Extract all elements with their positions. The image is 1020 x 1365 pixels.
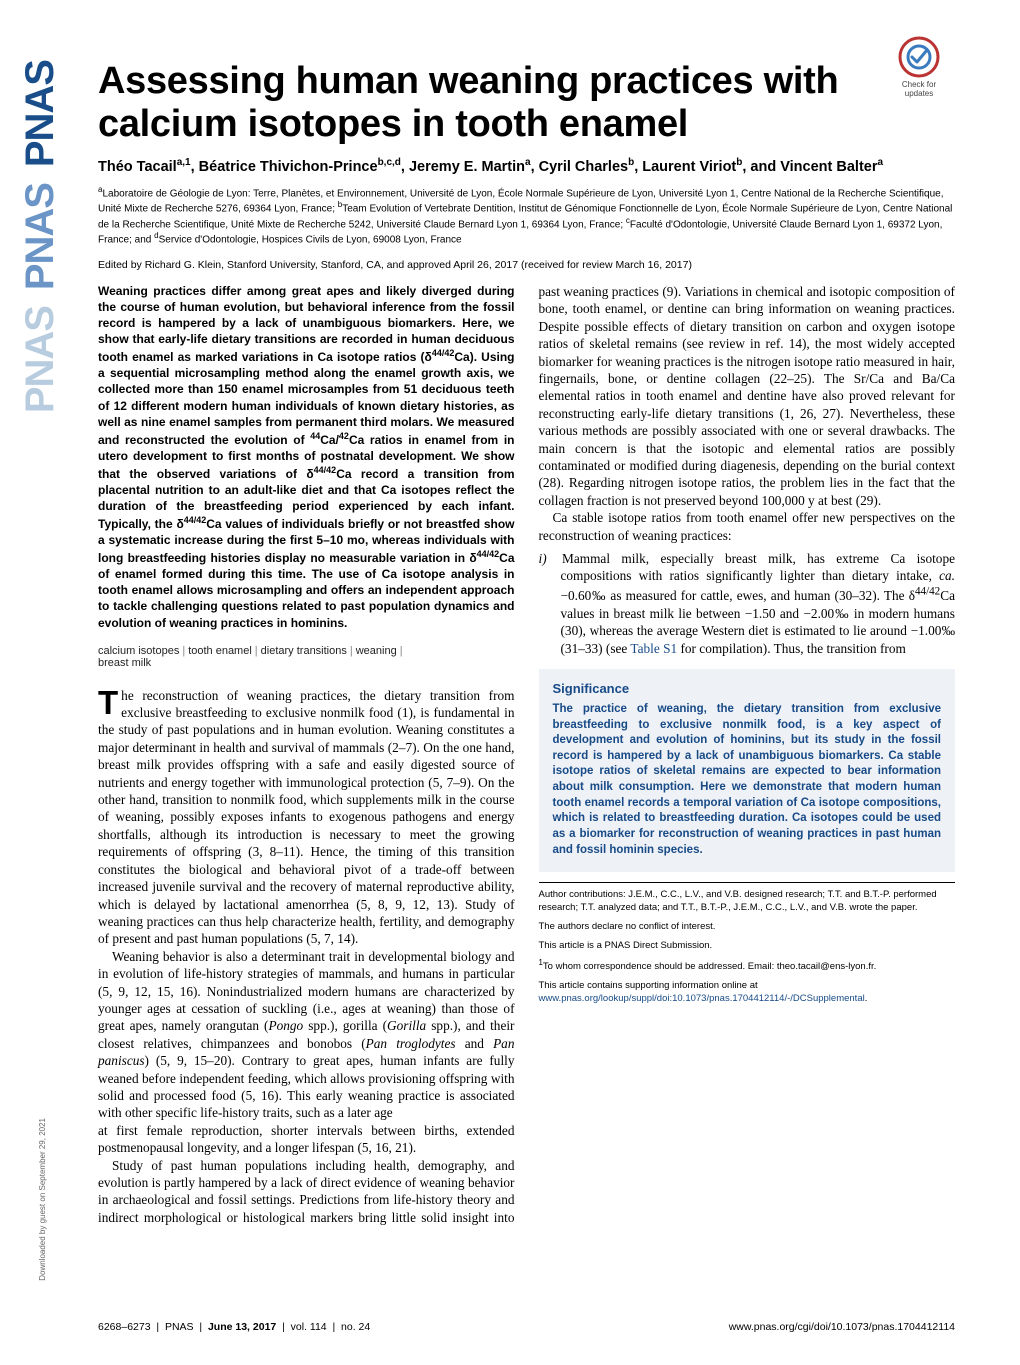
footnotes: Author contributions: J.E.M., C.C., L.V.… xyxy=(539,882,956,1006)
body-paragraph: Weaning behavior is also a determinant t… xyxy=(98,948,515,1122)
crossmark-badge[interactable]: Check for updates xyxy=(883,36,955,92)
direct-submission: This article is a PNAS Direct Submission… xyxy=(539,940,956,953)
author-list: Théo Tacaila,1, Béatrice Thivichon-Princ… xyxy=(98,157,955,175)
body-paragraph: Ca stable isotope ratios from tooth enam… xyxy=(539,509,956,544)
crossmark-icon xyxy=(898,36,940,78)
pnas-logo-strip: PNAS PNAS PNAS xyxy=(10,60,70,1260)
edited-by: Edited by Richard G. Klein, Stanford Uni… xyxy=(98,259,955,271)
correspondence: 1To whom correspondence should be addres… xyxy=(539,958,956,974)
list-text: Mammal milk, especially breast milk, has… xyxy=(561,551,956,655)
abstract: Weaning practices differ among great ape… xyxy=(98,283,515,631)
download-stamp: Downloaded by guest on September 29, 202… xyxy=(38,1118,47,1281)
conflict-of-interest: The authors declare no conflict of inter… xyxy=(539,921,956,934)
article-title: Assessing human weaning practices with c… xyxy=(98,60,955,145)
author-contributions: Author contributions: J.E.M., C.C., L.V.… xyxy=(539,889,956,915)
body-text: he reconstruction of weaning practices, … xyxy=(98,688,515,947)
footer-right: www.pnas.org/cgi/doi/10.1073/pnas.170441… xyxy=(729,1321,955,1333)
footer-left: 6268–6273 | PNAS | June 13, 2017 | vol. … xyxy=(98,1321,370,1333)
page-footer: 6268–6273 | PNAS | June 13, 2017 | vol. … xyxy=(98,1321,955,1333)
keyword: calcium isotopes xyxy=(98,645,179,657)
keyword: breast milk xyxy=(98,657,151,669)
list-item: i) Mammal milk, especially breast milk, … xyxy=(539,550,956,657)
body-paragraph: at first female reproduction, shorter in… xyxy=(98,1122,515,1157)
keyword: tooth enamel xyxy=(188,645,252,657)
significance-text: The practice of weaning, the dietary tra… xyxy=(553,702,942,858)
significance-box: Significance The practice of weaning, th… xyxy=(539,669,956,872)
body-paragraph: The reconstruction of weaning practices,… xyxy=(98,687,515,948)
drop-cap: T xyxy=(98,687,121,717)
list-marker: i) xyxy=(539,551,551,566)
keyword: dietary transitions xyxy=(261,645,347,657)
crossmark-label: Check for xyxy=(902,80,936,89)
pnas-logo: PNAS xyxy=(18,183,63,290)
keywords: calcium isotopes|tooth enamel|dietary tr… xyxy=(98,645,515,669)
affiliations: aLaboratoire de Géologie de Lyon: Terre,… xyxy=(98,185,955,247)
crossmark-label: updates xyxy=(905,89,933,98)
pnas-logo: PNAS xyxy=(18,60,63,167)
supporting-info: This article contains supporting informa… xyxy=(539,980,956,1006)
two-column-body: Weaning practices differ among great ape… xyxy=(98,283,955,1238)
significance-heading: Significance xyxy=(553,681,942,696)
pnas-logo: PNAS xyxy=(18,306,63,413)
keyword: weaning xyxy=(356,645,397,657)
